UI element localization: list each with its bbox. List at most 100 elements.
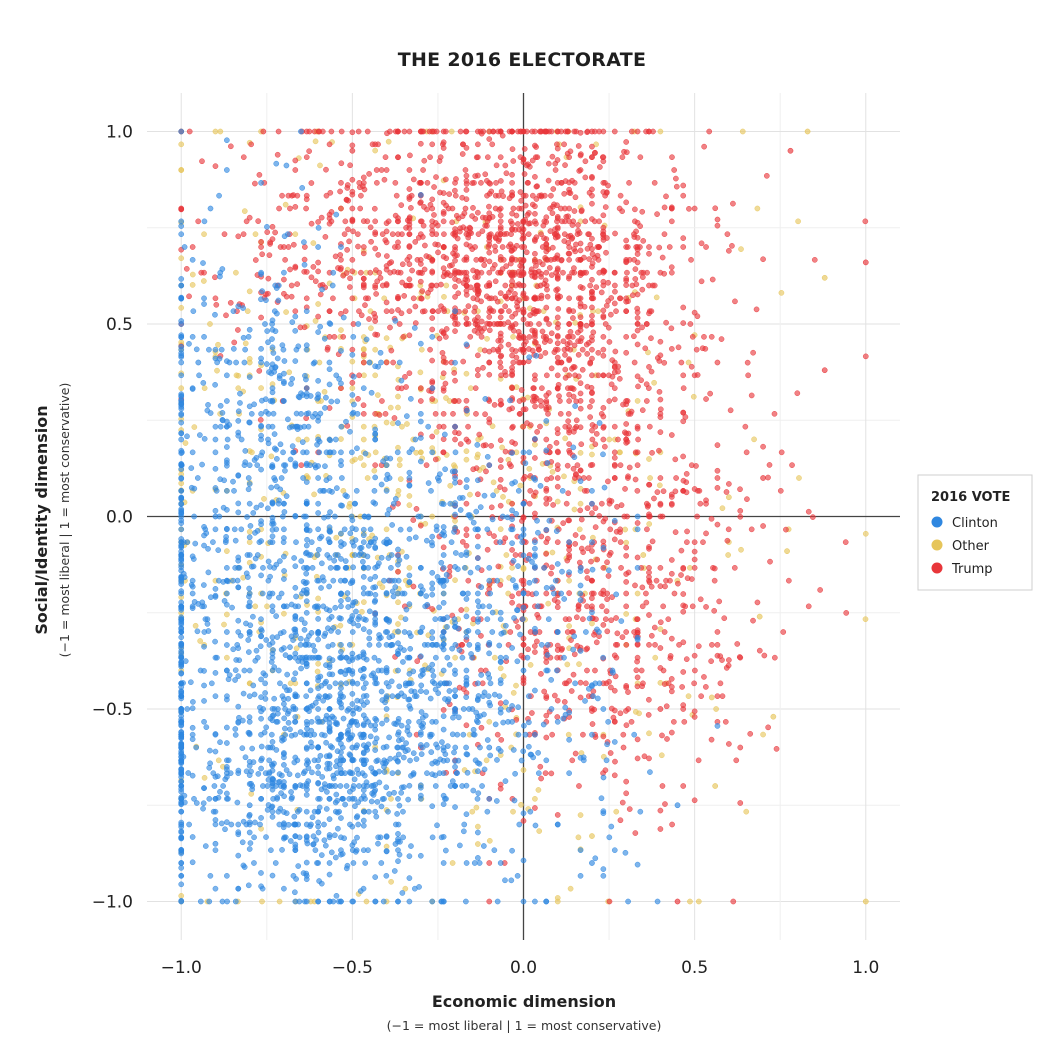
data-point	[714, 359, 721, 366]
data-point	[303, 128, 310, 135]
data-point	[862, 218, 869, 225]
data-point	[577, 467, 584, 474]
data-point	[618, 618, 625, 624]
data-point	[497, 476, 504, 483]
data-point	[178, 304, 185, 311]
data-point	[463, 744, 469, 751]
data-point	[269, 739, 276, 745]
data-point	[463, 667, 470, 674]
data-point	[302, 768, 308, 775]
data-point	[442, 847, 449, 854]
data-point	[535, 346, 542, 353]
data-point	[355, 321, 362, 327]
data-point	[330, 295, 336, 302]
data-point	[647, 769, 653, 775]
data-point	[429, 635, 436, 641]
data-point	[295, 436, 302, 443]
data-point	[441, 231, 447, 238]
data-point	[338, 898, 344, 905]
data-point	[577, 812, 584, 818]
data-point	[680, 783, 687, 789]
data-point	[463, 811, 470, 818]
data-point	[600, 622, 607, 628]
data-point	[244, 514, 250, 520]
data-point	[725, 552, 732, 558]
data-point	[450, 410, 456, 417]
data-point	[492, 205, 499, 212]
data-point	[651, 624, 658, 631]
data-point	[477, 504, 484, 510]
data-point	[349, 691, 356, 697]
data-point	[657, 338, 664, 345]
data-point	[657, 564, 664, 571]
data-point	[576, 661, 582, 667]
data-point	[246, 288, 253, 295]
data-point	[566, 577, 572, 584]
data-point	[306, 148, 312, 155]
data-point	[494, 731, 501, 738]
data-point	[569, 222, 576, 228]
data-point	[558, 590, 565, 597]
data-point	[338, 590, 345, 597]
data-point	[310, 240, 317, 246]
data-point	[349, 392, 356, 398]
data-point	[303, 821, 310, 828]
data-point	[207, 321, 213, 327]
data-point	[571, 179, 578, 186]
data-point	[396, 462, 403, 469]
data-point	[455, 215, 462, 222]
data-point	[395, 621, 401, 627]
data-point	[294, 281, 301, 287]
data-point	[310, 264, 317, 270]
data-point	[360, 402, 367, 409]
data-point	[543, 667, 550, 674]
data-point	[521, 171, 528, 177]
data-point	[657, 475, 664, 481]
data-point	[527, 662, 534, 668]
data-point	[611, 536, 618, 543]
data-point	[448, 128, 455, 135]
data-point	[463, 256, 470, 263]
data-point	[357, 205, 364, 212]
data-point	[663, 703, 670, 710]
data-point	[326, 359, 333, 366]
data-point	[232, 537, 239, 544]
data-point	[242, 340, 249, 347]
data-point	[617, 192, 624, 199]
data-point	[522, 731, 529, 738]
data-point	[680, 702, 687, 708]
data-point	[457, 507, 464, 513]
data-point	[520, 590, 527, 597]
data-point	[639, 324, 645, 331]
data-point	[349, 379, 356, 386]
data-point	[487, 180, 493, 187]
data-point	[589, 708, 595, 714]
data-point	[443, 255, 450, 262]
data-point	[638, 377, 644, 384]
data-point	[410, 583, 417, 590]
data-point	[360, 250, 367, 257]
data-point	[275, 808, 282, 815]
data-point	[232, 898, 239, 905]
data-point	[514, 872, 521, 879]
data-point	[452, 744, 459, 751]
data-point	[479, 228, 486, 234]
data-point	[862, 898, 869, 905]
data-point	[516, 205, 522, 212]
data-point	[520, 359, 527, 366]
data-point	[410, 517, 417, 523]
data-point	[256, 539, 263, 546]
data-point	[322, 234, 329, 240]
data-point	[527, 751, 534, 758]
data-point	[589, 128, 595, 135]
data-point	[862, 530, 869, 537]
data-point	[342, 558, 349, 564]
data-point	[510, 690, 517, 696]
data-point	[422, 712, 429, 719]
data-point	[343, 654, 350, 661]
data-point	[483, 757, 490, 764]
data-point	[738, 246, 744, 252]
data-point	[656, 482, 663, 489]
data-point	[520, 641, 527, 648]
data-point	[398, 202, 405, 208]
